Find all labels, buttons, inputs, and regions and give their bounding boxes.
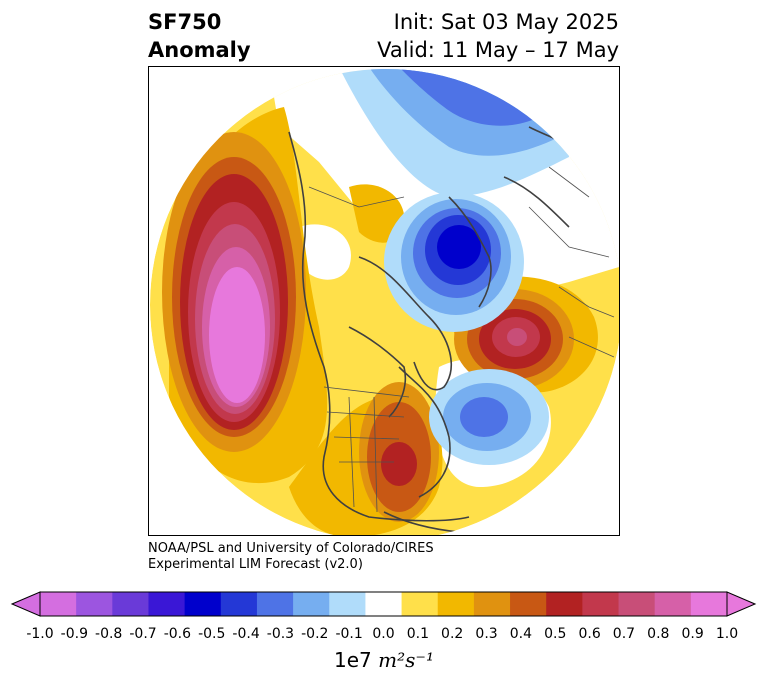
map-panel [148, 66, 620, 536]
colorbar [10, 591, 757, 617]
colorbar-tick-label: 0.2 [441, 626, 464, 642]
valid-range: Valid: 11 May – 17 May [377, 38, 619, 62]
colorbar-cell [510, 592, 547, 616]
atlantic-ridge-core [507, 328, 527, 346]
colorbar-cell [293, 592, 330, 616]
colorbar-tick-label: -0.6 [163, 626, 192, 642]
units-prefix: 1e7 [334, 648, 372, 672]
colorbar-cell [690, 592, 728, 616]
credit-line-1: NOAA/PSL and University of Colorado/CIRE… [148, 541, 434, 556]
credit-text: NOAA/PSL and University of Colorado/CIRE… [148, 541, 434, 573]
colorbar-tick-label: -0.9 [60, 626, 89, 642]
colorbar-units: 1e7 m²s⁻¹ [0, 648, 768, 672]
colorbar-tick-label: -0.3 [266, 626, 295, 642]
colorbar-cell [582, 592, 620, 616]
colorbar-tick-label: 0.9 [681, 626, 704, 642]
colorbar-cell [112, 592, 149, 616]
credit-line-2: Experimental LIM Forecast (v2.0) [148, 557, 363, 572]
colorbar-cell [76, 592, 113, 616]
colorbar-tick-label: -0.8 [95, 626, 123, 642]
colorbar-tick-label: 0.0 [372, 626, 395, 642]
anomaly-map [150, 69, 619, 535]
colorbar-cell [40, 592, 77, 616]
colorbar-tick-label: -0.1 [335, 626, 363, 642]
colorbar-tick-label: -0.5 [198, 626, 226, 642]
colorbar-cell [546, 592, 583, 616]
neutral-zone-canada [299, 224, 351, 280]
colorbar-tick-labels: -1.0 -0.9 -0.8 -0.7 -0.6 -0.5 -0.4 -0.3 -0.2 -0.1… [0, 626, 768, 646]
colorbar-tick-label: -0.4 [232, 626, 260, 642]
pacific-ridge-core [209, 267, 265, 403]
colorbar-tick-label: 0.3 [475, 626, 498, 642]
colorbar-cell [148, 592, 186, 616]
colorbar-tick-label: 0.1 [406, 626, 429, 642]
units-math: m²s⁻¹ [378, 648, 434, 672]
colorbar-tick-label: 0.6 [578, 626, 601, 642]
colorbar-tick-label: 0.8 [647, 626, 670, 642]
colorbar-cell [220, 592, 258, 616]
colorbar-tick-label: 0.4 [509, 626, 533, 642]
political-borders [308, 166, 615, 513]
colorbar-tick-label: -1.0 [26, 626, 54, 642]
colorbar-cell [473, 592, 511, 616]
colorbar-cell [618, 592, 656, 616]
colorbar-tick-label: -0.7 [129, 626, 157, 642]
colorbar-over-arrow [726, 591, 757, 617]
colorbar-cell [365, 592, 403, 616]
forecast-dates: Init: Sat 03 May 2025 Valid: 11 May – 17… [377, 8, 619, 64]
colorbar-tick-label: -0.2 [301, 626, 329, 642]
colorbar-cell [437, 592, 475, 616]
title-line-2: Anomaly [148, 38, 251, 62]
colorbar-tick-label: 0.5 [544, 626, 567, 642]
orange-band-canada [349, 184, 405, 243]
colorbar-outline [39, 591, 728, 617]
title-line-1: SF750 [148, 10, 222, 34]
colorbar-cell [654, 592, 692, 616]
eastern-us-ridge-core [381, 442, 417, 486]
colorbar-cell [184, 592, 222, 616]
arctic-low-core [437, 225, 481, 269]
colorbar-tick-label: 1.0 [715, 626, 739, 642]
colorbar-under-arrow [10, 591, 41, 617]
init-date: Init: Sat 03 May 2025 [393, 10, 619, 34]
map-title: SF750 Anomaly [148, 8, 251, 64]
colorbar-cell [256, 592, 294, 616]
colorbar-cell [401, 592, 439, 616]
colorbar-cells [40, 592, 728, 616]
colorbar-cell [329, 592, 366, 616]
colorbar-tick-label: 0.7 [612, 626, 636, 642]
atlantic-low-core [460, 397, 508, 437]
